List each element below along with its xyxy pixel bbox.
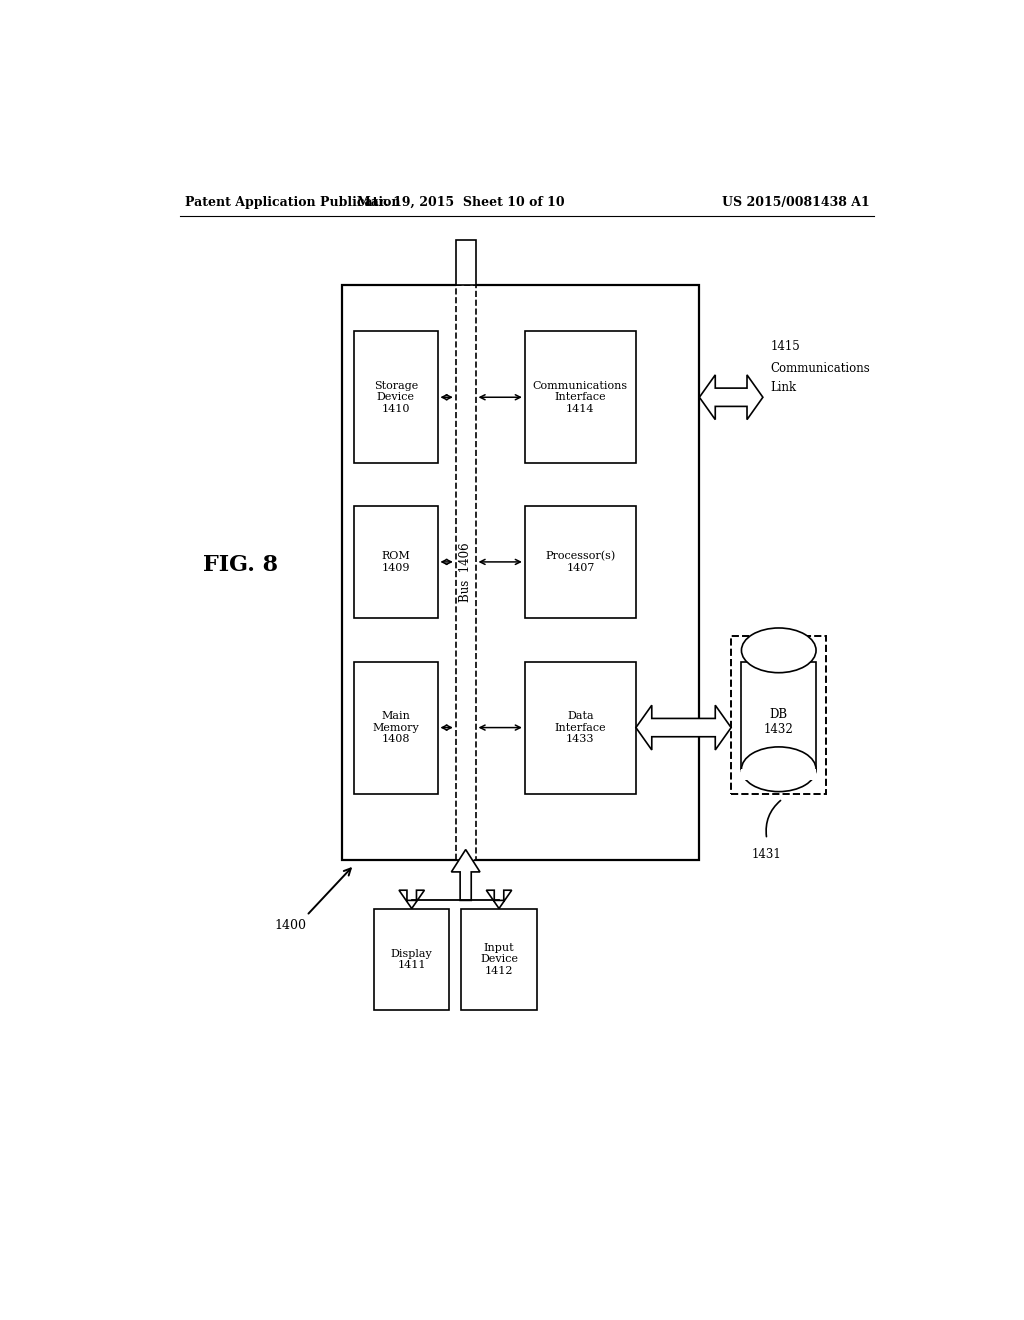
Polygon shape bbox=[699, 375, 763, 420]
Polygon shape bbox=[452, 850, 480, 900]
Text: Processor(s)
1407: Processor(s) 1407 bbox=[545, 550, 615, 573]
Text: Link: Link bbox=[771, 380, 797, 393]
Bar bbox=[461, 908, 537, 1010]
Text: 1431: 1431 bbox=[752, 849, 781, 861]
Text: 1400: 1400 bbox=[274, 919, 307, 932]
Polygon shape bbox=[399, 890, 424, 908]
Text: US 2015/0081438 A1: US 2015/0081438 A1 bbox=[722, 195, 870, 209]
Bar bbox=[731, 636, 826, 793]
Text: Main
Memory
1408: Main Memory 1408 bbox=[373, 711, 419, 744]
Text: Input
Device
1412: Input Device 1412 bbox=[480, 942, 518, 975]
Polygon shape bbox=[486, 890, 512, 908]
Bar bbox=[741, 661, 816, 770]
Text: Mar. 19, 2015  Sheet 10 of 10: Mar. 19, 2015 Sheet 10 of 10 bbox=[357, 195, 565, 209]
Text: ROM
1409: ROM 1409 bbox=[382, 552, 411, 573]
Bar bbox=[354, 506, 437, 618]
Text: 1415: 1415 bbox=[771, 341, 801, 352]
Text: Storage
Device
1410: Storage Device 1410 bbox=[374, 380, 418, 414]
Bar bbox=[456, 240, 475, 285]
Text: Bus  1406: Bus 1406 bbox=[459, 543, 472, 602]
Bar bbox=[354, 331, 437, 463]
Ellipse shape bbox=[741, 628, 816, 673]
Bar bbox=[354, 661, 437, 793]
Text: Data
Interface
1433: Data Interface 1433 bbox=[555, 711, 606, 744]
Text: DB
1432: DB 1432 bbox=[764, 708, 794, 735]
Bar bbox=[374, 908, 450, 1010]
Text: Communications: Communications bbox=[771, 362, 870, 375]
Text: Patent Application Publication: Patent Application Publication bbox=[185, 195, 400, 209]
Bar bbox=[741, 770, 816, 780]
Text: FIG. 8: FIG. 8 bbox=[204, 554, 279, 576]
Text: Display
1411: Display 1411 bbox=[391, 949, 432, 970]
Bar bbox=[342, 285, 699, 859]
Bar bbox=[524, 506, 636, 618]
Polygon shape bbox=[636, 705, 731, 750]
Bar bbox=[524, 661, 636, 793]
Text: Communications
Interface
1414: Communications Interface 1414 bbox=[532, 380, 628, 414]
Bar bbox=[456, 285, 475, 859]
Ellipse shape bbox=[741, 747, 816, 792]
Bar bbox=[524, 331, 636, 463]
